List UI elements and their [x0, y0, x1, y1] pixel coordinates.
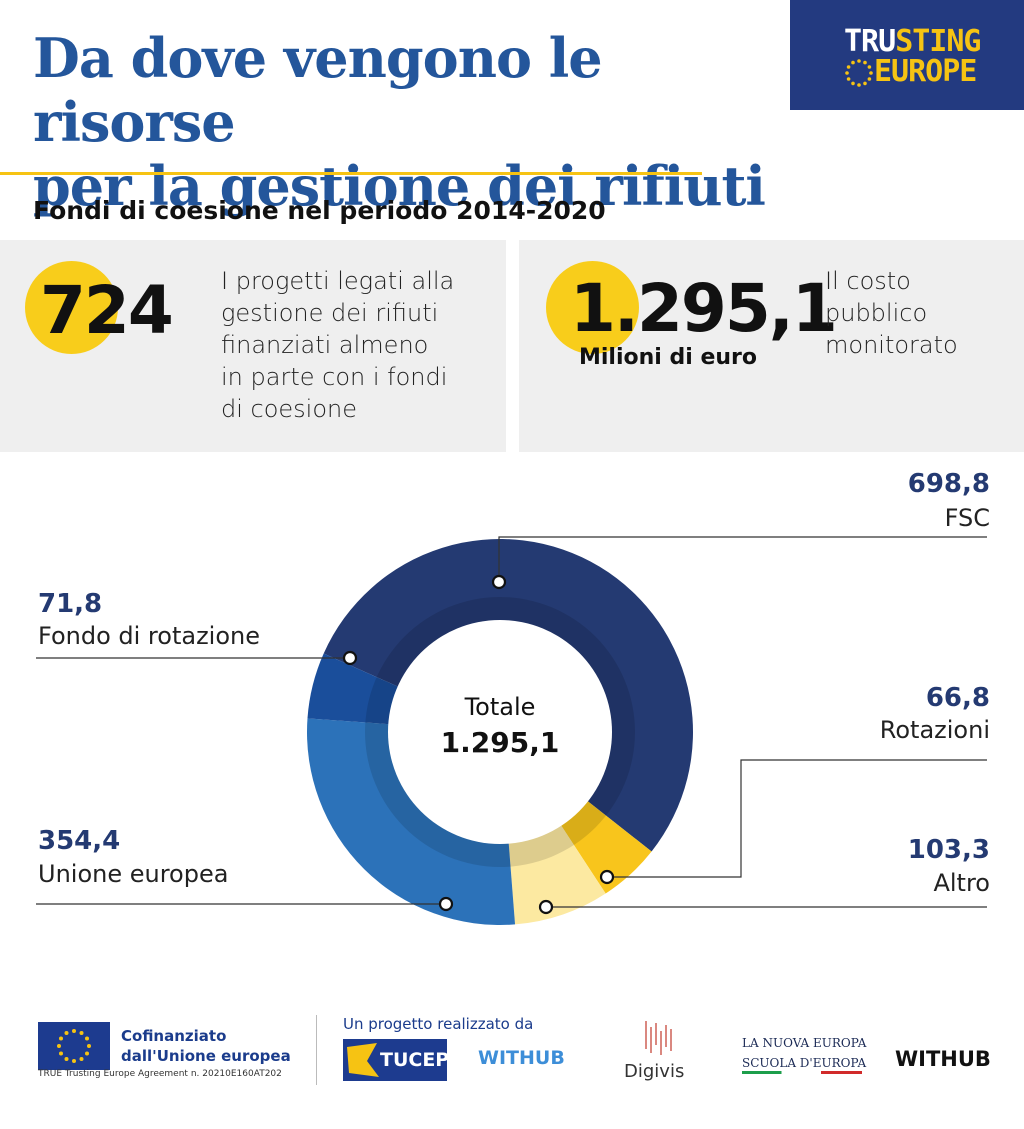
fondo-rotazione-name: Fondo di rotazione [38, 622, 260, 650]
altro-value: 103,3 [907, 835, 990, 865]
brand-line-2: EUROPE [874, 54, 977, 89]
withub-logo-blue: WITHUB [478, 1047, 565, 1069]
eu-cofunded-text: Cofinanziato dall'Unione europea [121, 1027, 291, 1065]
cost-description: Il costo pubblico monitorato [825, 267, 958, 359]
brand-line-1: TRUSTING [844, 24, 982, 59]
leader-line-fsc [498, 536, 987, 582]
donut-chart: Totale 1.295,1 [36, 536, 987, 925]
center-label: Totale [464, 693, 536, 721]
tucep-text: TUCEP [380, 1049, 450, 1071]
page-title: Da dove vengono le risorse per la gestio… [33, 26, 773, 218]
tucep-logo [343, 1039, 447, 1081]
fsc-name: FSC [944, 504, 990, 532]
projects-description: I progetti legati alla gestione dei rifi… [221, 267, 455, 423]
eu-flag-icon [38, 1022, 110, 1070]
digivis-logo: Digivis [624, 1061, 685, 1082]
donut-hole [388, 620, 612, 844]
footer: Cofinanziato dall'Unione europea TRUE Tr… [0, 1005, 1024, 1115]
digivis-bars-icon [645, 1021, 672, 1055]
nuova-europa-logo: LA NUOVA EUROPA SCUOLA D'EUROPA [742, 1036, 867, 1070]
projects-card: 724 I progetti legati alla gestione dei … [0, 240, 506, 452]
trusting-europe-logo: TRUSTING EUROPE [790, 0, 1024, 110]
unione-europea-value: 354,4 [38, 826, 121, 856]
title-line-1: Da dove vengono le risorse [33, 26, 603, 154]
marker-dot-fsc [491, 574, 507, 590]
partner-intro: Un progetto realizzato da [343, 1015, 534, 1033]
title-line-2: per la gestione dei rifiuti [33, 154, 766, 218]
highlight-circle [25, 261, 118, 354]
leader-line-rotazioni [607, 759, 987, 878]
footer-divider [316, 1015, 317, 1085]
center-value: 1.295,1 [441, 726, 560, 759]
fondo-rotazione-value: 71,8 [38, 589, 103, 619]
marker-dot-altro [538, 899, 554, 915]
marker-dot-rotazioni [599, 869, 615, 885]
highlight-circle [546, 261, 639, 354]
cost-unit: Milioni di euro [579, 345, 757, 370]
projects-count: 724 [40, 272, 174, 349]
eu-stars-icon [845, 59, 873, 87]
cost-value: 1.295,1 [570, 270, 838, 347]
altro-name: Altro [933, 869, 990, 897]
title-underline [0, 172, 702, 175]
withub-logo-black: WITHUB [895, 1047, 991, 1071]
unione-europea-name: Unione europea [38, 860, 229, 888]
marker-dot-unione-europea [438, 896, 454, 912]
subtitle: Fondi di coesione nel periodo 2014-2020 [33, 196, 606, 225]
cost-card: 1.295,1 Milioni di euro Il costo pubblic… [519, 240, 1024, 452]
rotazioni-name: Rotazioni [879, 716, 990, 744]
fsc-value: 698,8 [907, 469, 990, 499]
marker-dot-fondo-rotazione [342, 650, 358, 666]
rotazioni-value: 66,8 [925, 683, 990, 713]
italian-flag-bar [742, 1071, 862, 1074]
eu-agreement: TRUE Trusting Europe Agreement n. 20210E… [38, 1069, 282, 1079]
